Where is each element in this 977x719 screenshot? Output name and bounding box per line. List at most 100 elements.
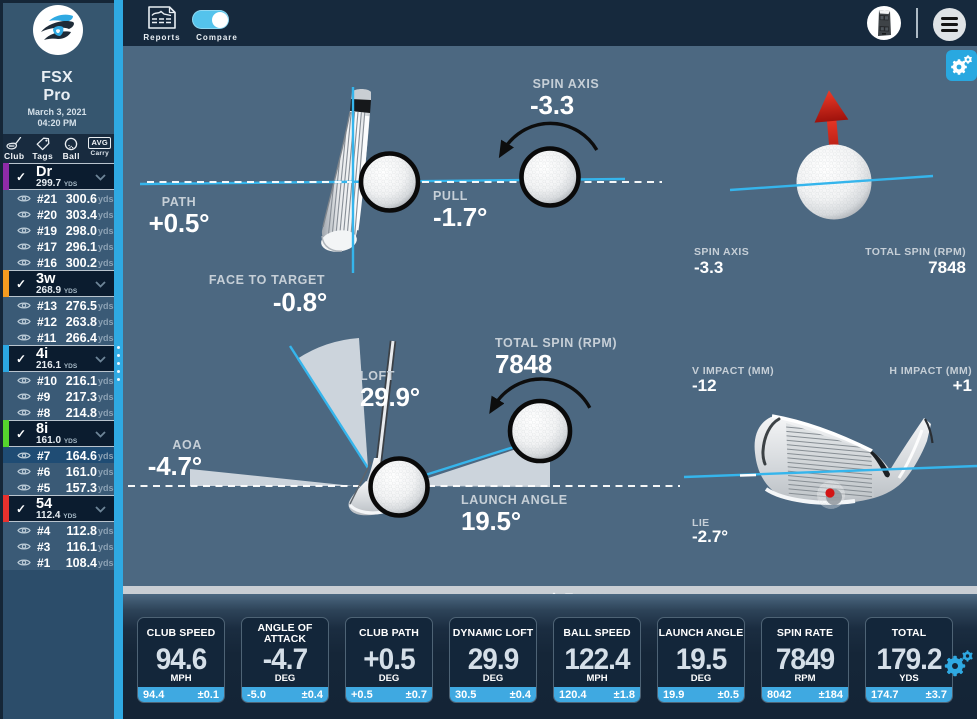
- splitter-dot-icon: [117, 378, 120, 381]
- metric-card[interactable]: SPIN RATE 7849 RPM 8042 ±184: [761, 617, 849, 703]
- reports-document-icon: [148, 6, 176, 29]
- shot-row[interactable]: #11 266.4 yds: [0, 329, 114, 345]
- eye-visibility-icon[interactable]: [17, 483, 31, 492]
- club-group-header[interactable]: ✓ 54 112.4 YDS: [0, 495, 114, 522]
- path-label: PATH: [161, 195, 197, 209]
- eye-visibility-icon[interactable]: [17, 333, 31, 342]
- metric-card[interactable]: LAUNCH ANGLE 19.5 DEG 19.9 ±0.5: [657, 617, 745, 703]
- sidebar-splitter-handle[interactable]: [114, 0, 123, 719]
- session-datetime: March 3, 2021 04:20 PM: [0, 107, 114, 129]
- club-group-header[interactable]: ✓ 4i 216.1 YDS: [0, 345, 114, 372]
- metric-deviation-value: ±0.7: [405, 688, 427, 701]
- metric-card[interactable]: TOTAL 179.2 YDS 174.7 ±3.7: [865, 617, 953, 703]
- foresight-logo: [33, 5, 83, 55]
- metric-session-average: +0.5 ±0.7: [346, 687, 432, 702]
- v-impact-label: V IMPACT (MM): [692, 365, 774, 377]
- shot-row[interactable]: #3 116.1 yds: [0, 538, 114, 554]
- metric-card[interactable]: DYNAMIC LOFT 29.9 DEG 30.5 ±0.4: [449, 617, 537, 703]
- eye-visibility-icon[interactable]: [17, 542, 31, 551]
- view-settings-button[interactable]: [946, 50, 977, 81]
- bottom-panel-resize-handle[interactable]: [123, 586, 977, 598]
- eye-visibility-icon[interactable]: [17, 408, 31, 417]
- filter-tags[interactable]: Tags: [29, 134, 58, 163]
- chevron-down-icon[interactable]: [95, 174, 106, 181]
- eye-visibility-icon[interactable]: [17, 451, 31, 460]
- metric-avg-value: 174.7: [871, 688, 899, 701]
- metrics-settings-button[interactable]: [939, 646, 977, 687]
- shot-carry-value: 296.1: [65, 239, 97, 254]
- metric-value: 29.9: [467, 643, 520, 676]
- club-group-header[interactable]: ✓ Dr 299.7 YDS: [0, 163, 114, 190]
- eye-visibility-icon[interactable]: [17, 301, 31, 310]
- session-date: March 3, 2021: [27, 107, 87, 117]
- metrics-panel: CLUB SPEED 94.6 MPH 94.4 ±0.1 ANGLE OF A…: [123, 594, 977, 719]
- shot-row[interactable]: #5 157.3 yds: [0, 479, 114, 495]
- eye-visibility-icon[interactable]: [17, 242, 31, 251]
- launch-monitor-device-button[interactable]: [867, 6, 901, 40]
- eye-visibility-icon[interactable]: [17, 526, 31, 535]
- shot-carry-value: 300.6: [65, 191, 97, 206]
- chevron-down-icon[interactable]: [95, 281, 106, 288]
- shot-carry-unit: yds: [98, 257, 114, 268]
- shot-row[interactable]: #19 298.0 yds: [0, 222, 114, 238]
- eye-visibility-icon[interactable]: [17, 210, 31, 219]
- chevron-down-icon[interactable]: [95, 506, 106, 513]
- eye-visibility-icon[interactable]: [17, 258, 31, 267]
- metric-card[interactable]: CLUB SPEED 94.6 MPH 94.4 ±0.1: [137, 617, 225, 703]
- metric-card[interactable]: ANGLE OF ATTACK -4.7 DEG -5.0 ±0.4: [241, 617, 329, 703]
- shot-row[interactable]: #17 296.1 yds: [0, 238, 114, 254]
- shot-row[interactable]: #12 263.8 yds: [0, 313, 114, 329]
- eye-visibility-icon[interactable]: [17, 376, 31, 385]
- club-checkmark-icon[interactable]: ✓: [16, 352, 27, 366]
- app-title: FSX Pro: [0, 69, 114, 105]
- ball-total-spin-value: 7848: [928, 258, 966, 277]
- club-group-header[interactable]: ✓ 8i 161.0 YDS: [0, 420, 114, 447]
- shot-row[interactable]: #8 214.8 yds: [0, 404, 114, 420]
- shot-row[interactable]: #16 300.2 yds: [0, 254, 114, 270]
- shot-row[interactable]: #21 300.6 yds: [0, 190, 114, 206]
- metric-avg-value: 19.9: [663, 688, 685, 701]
- shot-row[interactable]: #10 216.1 yds: [0, 372, 114, 388]
- club-checkmark-icon[interactable]: ✓: [16, 170, 27, 184]
- filter-avg-carry[interactable]: AVG Carry: [86, 134, 115, 163]
- shot-row[interactable]: #1 108.4 yds: [0, 554, 114, 570]
- compare-toggle-knob: [211, 11, 228, 28]
- club-checkmark-icon[interactable]: ✓: [16, 502, 27, 516]
- club-checkmark-icon[interactable]: ✓: [16, 427, 27, 441]
- eye-visibility-icon[interactable]: [17, 467, 31, 476]
- eye-visibility-icon[interactable]: [17, 226, 31, 235]
- eye-visibility-icon[interactable]: [17, 558, 31, 567]
- club-name: 3w: [36, 271, 56, 287]
- shot-row[interactable]: #13 276.5 yds: [0, 297, 114, 313]
- metric-session-average: 8042 ±184: [762, 687, 848, 702]
- metric-deviation-value: ±0.4: [301, 688, 323, 701]
- topbar: Reports Compare: [123, 0, 977, 46]
- eye-visibility-icon[interactable]: [17, 194, 31, 203]
- aoa-value: -4.7°: [147, 451, 202, 481]
- club-group-header[interactable]: ✓ 3w 268.9 YDS: [0, 270, 114, 297]
- metric-unit: MPH: [170, 673, 192, 684]
- eye-visibility-icon[interactable]: [17, 317, 31, 326]
- shot-number: #5: [37, 480, 51, 495]
- shot-row[interactable]: #20 303.4 yds: [0, 206, 114, 222]
- reports-button[interactable]: [142, 6, 182, 34]
- shot-row[interactable]: #9 217.3 yds: [0, 388, 114, 404]
- metric-unit: YDS: [899, 673, 919, 684]
- metric-card[interactable]: CLUB PATH +0.5 DEG +0.5 ±0.7: [345, 617, 433, 703]
- filter-ball[interactable]: Ball: [57, 134, 86, 163]
- launch-side-view: [128, 338, 680, 518]
- shot-row[interactable]: #6 161.0 yds: [0, 463, 114, 479]
- compare-toggle[interactable]: [192, 10, 229, 29]
- metric-card[interactable]: BALL SPEED 122.4 MPH 120.4 ±1.8: [553, 617, 641, 703]
- shot-row[interactable]: #7 164.6 yds: [0, 447, 114, 463]
- menu-button[interactable]: [933, 8, 966, 41]
- metric-avg-value: +0.5: [351, 688, 373, 701]
- loft-value: 29.9°: [360, 382, 421, 412]
- chevron-down-icon[interactable]: [95, 356, 106, 363]
- chevron-down-icon[interactable]: [95, 431, 106, 438]
- filter-club[interactable]: Club: [0, 134, 29, 163]
- shot-row[interactable]: #4 112.8 yds: [0, 522, 114, 538]
- eye-visibility-icon[interactable]: [17, 392, 31, 401]
- club-checkmark-icon[interactable]: ✓: [16, 277, 27, 291]
